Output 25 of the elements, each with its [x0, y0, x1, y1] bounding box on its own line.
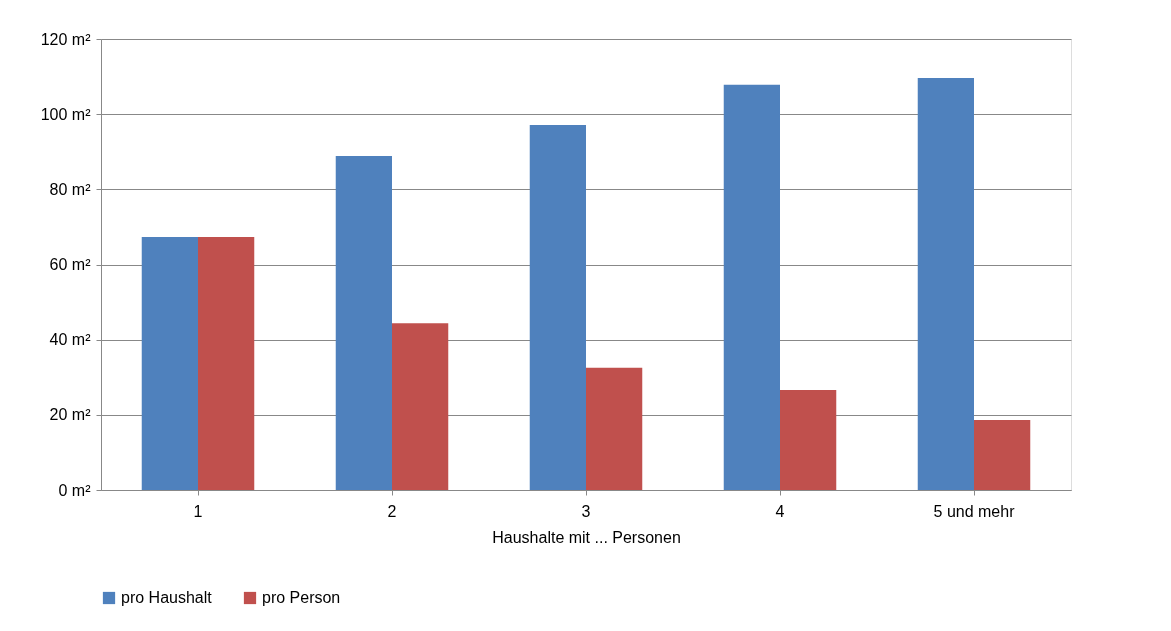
bar [917, 78, 974, 490]
bar [198, 237, 255, 490]
bar [141, 237, 198, 490]
x-tick-label: 1 [193, 502, 203, 520]
x-tick-label: 2 [387, 502, 397, 520]
y-tick-label: 40 m² [49, 331, 92, 349]
bar [586, 367, 643, 490]
bar [974, 420, 1031, 490]
x-tick-label: 5 und mehr [933, 502, 1016, 520]
bar [723, 84, 780, 490]
bar [529, 125, 586, 490]
x-tick-label: 3 [581, 502, 591, 520]
legend-label: pro Haushalt [121, 589, 213, 606]
y-tick-label: 120 m² [40, 30, 92, 48]
y-tick-label: 20 m² [49, 406, 92, 424]
bar [335, 155, 392, 490]
legend-label: pro Person [262, 589, 341, 606]
y-tick-label: 0 m² [58, 481, 92, 499]
x-tick-label: 4 [775, 502, 785, 520]
bar [392, 323, 449, 490]
x-axis-title: Haushalte mit ... Personen [492, 528, 681, 546]
y-tick-label: 60 m² [49, 256, 92, 273]
y-tick-label: 100 m² [40, 105, 92, 123]
y-tick-label: 80 m² [49, 180, 92, 198]
bar [780, 390, 837, 490]
